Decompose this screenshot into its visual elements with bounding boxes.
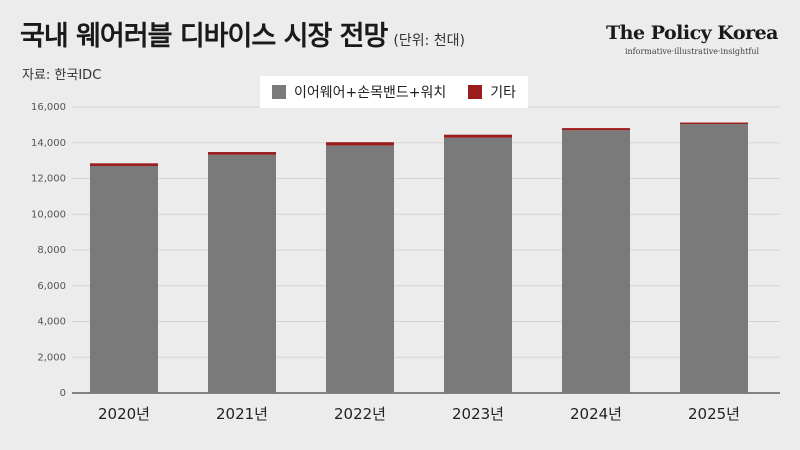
- bar-main-2025년: [680, 123, 748, 393]
- x-tick-label: 2021년: [216, 405, 268, 423]
- y-tick-label: 0: [60, 388, 66, 399]
- legend-label-main: 이어웨어+손목밴드+워치: [294, 85, 447, 101]
- chart-title: 국내 웨어러블 디바이스 시장 전망: [20, 21, 388, 52]
- brand-logo: The Policy Korea informative·illustrativ…: [606, 22, 778, 56]
- bar-main-2024년: [562, 130, 630, 394]
- x-tick-label: 2020년: [98, 405, 150, 423]
- bar-other-2025년: [680, 122, 748, 124]
- legend-swatch-main: [272, 85, 286, 99]
- bar-other-2023년: [444, 134, 512, 138]
- bar-other-2022년: [326, 142, 394, 146]
- bar-other-2020년: [90, 163, 158, 166]
- bar-main-2021년: [208, 154, 276, 393]
- x-tick-label: 2024년: [570, 405, 622, 423]
- unit-label: (단위: 천대): [393, 33, 465, 49]
- bar-main-2022년: [326, 145, 394, 393]
- legend-swatch-other: [468, 85, 483, 99]
- y-tick-label: 10,000: [31, 209, 66, 220]
- y-tick-label: 6,000: [37, 281, 66, 292]
- legend-label-other: 기타: [490, 85, 517, 101]
- x-tick-label: 2025년: [688, 405, 740, 423]
- x-tick-label: 2022년: [334, 405, 386, 423]
- legend-item-main: 이어웨어+손목밴드+워치: [272, 82, 446, 102]
- bar-main-2023년: [444, 137, 512, 393]
- bar-other-2021년: [208, 152, 276, 155]
- brand-tagline: informative·illustrative·insightful: [624, 47, 760, 56]
- brand-name: The Policy Korea: [606, 22, 778, 44]
- source-label: 자료: 한국IDC: [22, 68, 102, 83]
- y-tick-label: 8,000: [37, 245, 66, 256]
- bar-main-2020년: [90, 165, 158, 393]
- y-tick-label: 2,000: [37, 352, 66, 363]
- y-tick-label: 16,000: [31, 102, 66, 113]
- y-tick-label: 14,000: [31, 138, 66, 149]
- bar-other-2024년: [562, 128, 630, 131]
- legend-item-other: 기타: [468, 82, 516, 102]
- chart-legend: 이어웨어+손목밴드+워치 기타: [260, 76, 529, 108]
- y-tick-label: 4,000: [37, 317, 66, 328]
- y-tick-label: 12,000: [31, 174, 66, 185]
- x-tick-label: 2023년: [452, 405, 504, 423]
- title-block: 국내 웨어러블 디바이스 시장 전망 (단위: 천대): [20, 14, 465, 53]
